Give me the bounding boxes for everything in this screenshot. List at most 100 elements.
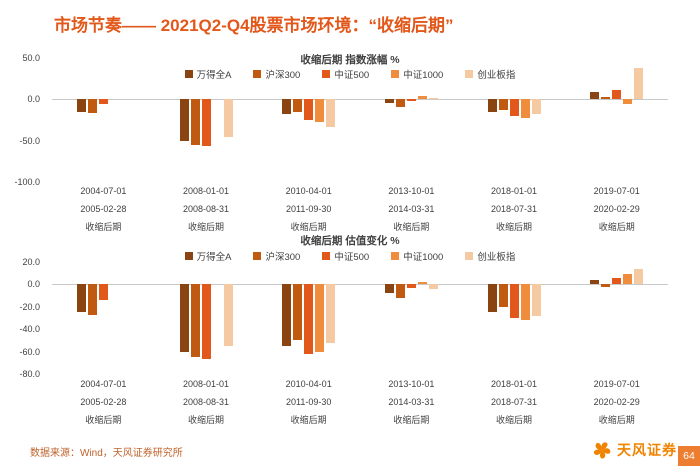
bar-沪深300 bbox=[498, 284, 508, 307]
bar-创业板指 bbox=[223, 284, 233, 346]
bar-中证1000 bbox=[520, 99, 530, 119]
bar-slot bbox=[612, 58, 622, 182]
zero-axis-line bbox=[52, 99, 668, 101]
legend-label: 中证500 bbox=[334, 70, 370, 81]
logo-text: 天风证券 bbox=[617, 442, 677, 458]
legend-swatch bbox=[184, 252, 193, 260]
bar-group bbox=[52, 262, 155, 374]
bar-group bbox=[360, 262, 463, 374]
bar-slot bbox=[304, 58, 314, 182]
bar-中证500 bbox=[304, 284, 314, 354]
category-line: 收缩后期 bbox=[496, 415, 533, 425]
bar-slot bbox=[293, 58, 303, 182]
category-line: 收缩后期 bbox=[496, 222, 533, 232]
legend-item: 沪深300 bbox=[253, 249, 300, 263]
legend-swatch bbox=[465, 70, 474, 78]
category-line: 2005-02-28 bbox=[80, 397, 127, 407]
category-line: 2013-10-01 bbox=[388, 379, 435, 389]
plot-area bbox=[52, 262, 668, 374]
bar-万得全A bbox=[76, 284, 86, 313]
legend: 万得全A 沪深300 中证500 中证1000 创业板指 bbox=[0, 249, 700, 263]
logo-flower-icon bbox=[593, 442, 611, 460]
category-label: 2008-01-01 2008-08-31 收缩后期 bbox=[155, 378, 258, 432]
bar-中证1000 bbox=[417, 282, 427, 285]
category-line: 收缩后期 bbox=[188, 222, 225, 232]
bar-万得全A bbox=[76, 99, 86, 112]
category-label: 2018-01-01 2018-07-31 收缩后期 bbox=[463, 378, 566, 432]
category-line: 2020-02-29 bbox=[593, 204, 640, 214]
legend-item: 创业板指 bbox=[465, 249, 515, 263]
category-axis: 2004-07-01 2005-02-28 收缩后期 2008-01-01 2008-0… bbox=[52, 378, 668, 432]
category-line: 收缩后期 bbox=[598, 415, 635, 425]
category-line: 2018-01-01 bbox=[491, 379, 538, 389]
bar-slot bbox=[417, 58, 427, 182]
bar-万得全A bbox=[179, 284, 189, 352]
category-label: 2013-10-01 2014-03-31 收缩后期 bbox=[360, 185, 463, 239]
bar-万得全A bbox=[282, 99, 292, 115]
category-line: 2008-08-31 bbox=[182, 397, 230, 407]
bar-沪深300 bbox=[395, 99, 405, 107]
bar-slot bbox=[110, 262, 119, 374]
bar-slot bbox=[634, 262, 644, 374]
bar-slot bbox=[612, 262, 622, 374]
bar-沪深300 bbox=[293, 99, 303, 112]
category-label: 2013-10-01 2014-03-31 收缩后期 bbox=[360, 378, 463, 432]
bar-创业板指 bbox=[531, 99, 541, 115]
bar-万得全A bbox=[179, 99, 189, 141]
bar-slot bbox=[406, 58, 416, 182]
bar-slot bbox=[326, 58, 336, 182]
legend-swatch bbox=[322, 252, 331, 260]
bar-万得全A bbox=[487, 284, 497, 313]
bar-slot bbox=[179, 262, 189, 374]
bar-沪深300 bbox=[87, 99, 97, 113]
legend-item: 中证500 bbox=[322, 249, 369, 263]
bar-创业板指 bbox=[428, 97, 438, 100]
bar-slot bbox=[76, 262, 86, 374]
bar-group bbox=[463, 58, 566, 182]
category-axis: 2004-07-01 2005-02-28 收缩后期 2008-01-01 2008-0… bbox=[52, 185, 668, 239]
bar-slot bbox=[428, 58, 438, 182]
bar-slot bbox=[590, 58, 600, 182]
bar-group bbox=[52, 58, 155, 182]
y-tick-label: -80.0 bbox=[19, 369, 40, 379]
bar-group bbox=[155, 58, 258, 182]
bar-slot bbox=[110, 58, 119, 182]
bar-slot bbox=[509, 58, 519, 182]
bar-创业板指 bbox=[326, 284, 336, 343]
category-line: 2008-01-01 bbox=[182, 379, 230, 389]
category-line: 收缩后期 bbox=[598, 222, 635, 232]
zero-axis-line bbox=[52, 284, 668, 286]
bar-slot bbox=[213, 262, 222, 374]
bar-中证500 bbox=[201, 99, 211, 147]
bar-slot bbox=[190, 262, 200, 374]
legend-label: 沪深300 bbox=[265, 252, 301, 263]
legend-item: 中证500 bbox=[322, 67, 369, 81]
legend-label: 沪深300 bbox=[265, 70, 301, 81]
chart-title: 收缩后期 指数涨幅 % bbox=[300, 54, 400, 66]
category-line: 2010-04-01 bbox=[285, 379, 332, 389]
category-line: 2010-04-01 bbox=[285, 186, 332, 196]
bar-slot bbox=[498, 262, 508, 374]
bar-slot bbox=[531, 58, 541, 182]
bar-slot bbox=[520, 58, 530, 182]
bar-中证1000 bbox=[315, 99, 325, 123]
bar-slot bbox=[601, 58, 611, 182]
bar-slot bbox=[509, 262, 519, 374]
category-label: 2010-04-01 2011-09-30 收缩后期 bbox=[257, 185, 360, 239]
category-line: 2011-09-30 bbox=[285, 397, 332, 407]
bar-沪深300 bbox=[395, 284, 405, 298]
bar-slot bbox=[395, 262, 405, 374]
bar-中证500 bbox=[304, 99, 314, 120]
category-label: 2008-01-01 2008-08-31 收缩后期 bbox=[155, 185, 258, 239]
bar-slot bbox=[282, 58, 292, 182]
bar-中证500 bbox=[509, 284, 519, 318]
legend-item: 沪深300 bbox=[253, 67, 300, 81]
y-axis-labels: 20.0 0.0 -20.0 -40.0 -60.0 -80.0 bbox=[0, 257, 46, 379]
bar-group bbox=[257, 262, 360, 374]
bar-slot bbox=[98, 262, 108, 374]
bar-slot bbox=[121, 58, 130, 182]
bar-slot bbox=[87, 58, 97, 182]
bar-创业板指 bbox=[428, 284, 438, 289]
legend-swatch bbox=[184, 70, 193, 78]
bar-沪深300 bbox=[87, 284, 97, 315]
